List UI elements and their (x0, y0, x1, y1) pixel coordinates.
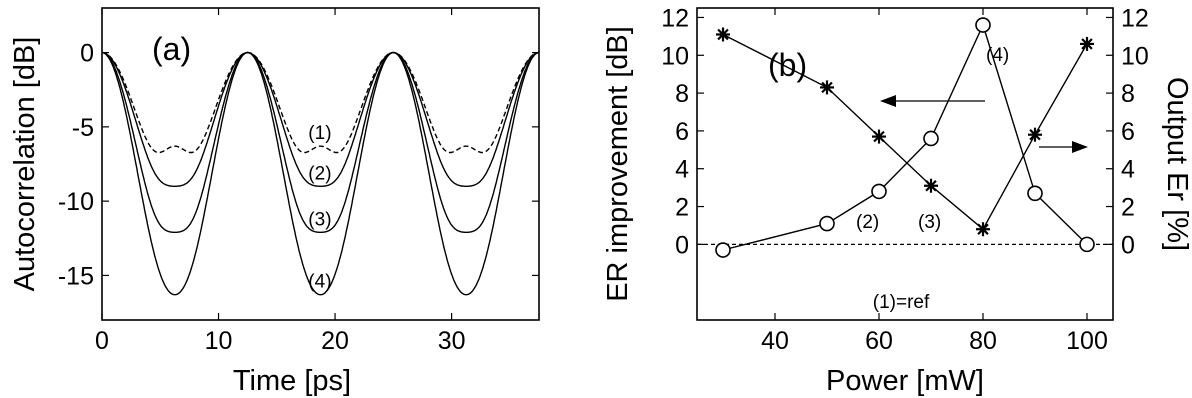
panel-b-circle-marker (871, 183, 887, 200)
panel-b-ytick-left-label: 4 (675, 156, 689, 184)
panel-a-ytick-label: -15 (58, 262, 94, 290)
panel-b-circle-marker (923, 130, 939, 147)
panel-a-series-label: (1) (308, 123, 331, 144)
panel-b-ticks: 40 60 80 100 0 2 4 6 8 10 12 0 2 4 6 8 10 12 (661, 4, 1149, 355)
panel-b-xtick-label: 40 (761, 327, 789, 355)
panel-b-star-marker (1080, 36, 1094, 51)
panel-b-star-marker (976, 222, 990, 237)
panel-b-star-marker (924, 178, 938, 193)
panel-b-star-marker (872, 129, 886, 144)
panel-a-xtick-label: 10 (205, 327, 233, 355)
panel-a-series-labels: (1) (2) (3) (4) (308, 123, 331, 293)
panel-b-ytick-left-label: 6 (675, 118, 689, 146)
panel-b-ytick-left-label: 0 (675, 231, 689, 259)
panel-b-xlabel: Power [mW] (826, 365, 984, 397)
panel-a-series-label: (4) (308, 272, 331, 293)
panel-a-series-3 (102, 51, 539, 234)
panel-b-circle-marker (715, 242, 731, 258)
panel-a-series-2 (102, 51, 539, 188)
panel-a-series-1 (102, 51, 539, 154)
arrow-to-right-axis (1039, 141, 1088, 153)
panel-b-ytick-left-label: 8 (675, 80, 689, 108)
panel-a-xtick-label: 20 (321, 327, 349, 355)
annotation-2: (2) (856, 212, 879, 233)
panel-b-frame (696, 7, 1114, 321)
panel-a-xtick-label: 0 (95, 327, 109, 355)
panel-a-series-label: (3) (308, 209, 331, 230)
panel-a-frame (101, 7, 540, 321)
panel-b-xtick-label: 80 (969, 327, 997, 355)
panel-a-plot-area (102, 51, 539, 296)
panel-b-series (697, 17, 1113, 258)
annotation-4: (4) (986, 45, 1009, 66)
panel-b-star-marker (716, 27, 730, 42)
panel-b-circle-marker (975, 17, 991, 33)
panel-b-ytick-left-label: 10 (661, 42, 689, 70)
reference-line-label: (1)=ref (873, 292, 930, 313)
panel-b-ytick-right-label: 12 (1121, 4, 1149, 32)
panel-a-xtick-label: 30 (438, 327, 466, 355)
panel-b-ytick-left-label: 12 (661, 4, 689, 32)
panel-b: 40 60 80 100 0 2 4 6 8 10 12 0 2 4 6 8 10 12 (b) Power [m… (602, 4, 1192, 397)
panel-b-ytick-right-label: 4 (1121, 156, 1135, 184)
panel-b-star-marker (1028, 127, 1042, 142)
panel-a-ytick-label: 0 (80, 40, 94, 68)
panel-b-xtick-label: 100 (1066, 327, 1108, 355)
panel-a-xlabel: Time [ps] (233, 365, 351, 397)
panel-a-series-label: (2) (308, 163, 331, 184)
annotation-3: (3) (918, 212, 941, 233)
panel-b-circle-marker (1079, 236, 1095, 253)
panel-b-xtick-label: 60 (865, 327, 893, 355)
panel-a-tag: (a) (152, 31, 191, 67)
panel-b-ylabel-right: Output Er [%] (1161, 77, 1192, 251)
panel-a-ytick-label: -10 (58, 188, 94, 216)
panel-a-series-4 (102, 51, 539, 296)
panel-b-ytick-left-label: 2 (675, 194, 689, 222)
panel-b-star-marker (820, 80, 834, 95)
panel-b-tag: (b) (768, 47, 807, 83)
panel-b-circle-marker (1027, 185, 1043, 202)
arrow-to-left-axis (880, 95, 985, 107)
panel-b-ylabel-left: ER improvement [dB] (602, 26, 634, 302)
panel-a-ylabel: Autocorrelation [dB] (9, 37, 41, 292)
panel-b-ytick-right-label: 8 (1121, 80, 1135, 108)
panel-b-ytick-right-label: 0 (1121, 231, 1135, 259)
panel-a-ticks: 0 10 20 30 0 -5 -10 -15 (58, 8, 539, 355)
panel-a: 0 10 20 30 0 -5 -10 -15 (a) Time [ps] Autocorre… (9, 7, 540, 397)
panel-b-circle-marker (819, 215, 835, 232)
panel-b-ytick-right-label: 6 (1121, 118, 1135, 146)
panel-b-ytick-right-label: 2 (1121, 194, 1135, 222)
panel-a-ytick-label: -5 (72, 114, 94, 142)
panel-b-ytick-right-label: 10 (1121, 42, 1149, 70)
